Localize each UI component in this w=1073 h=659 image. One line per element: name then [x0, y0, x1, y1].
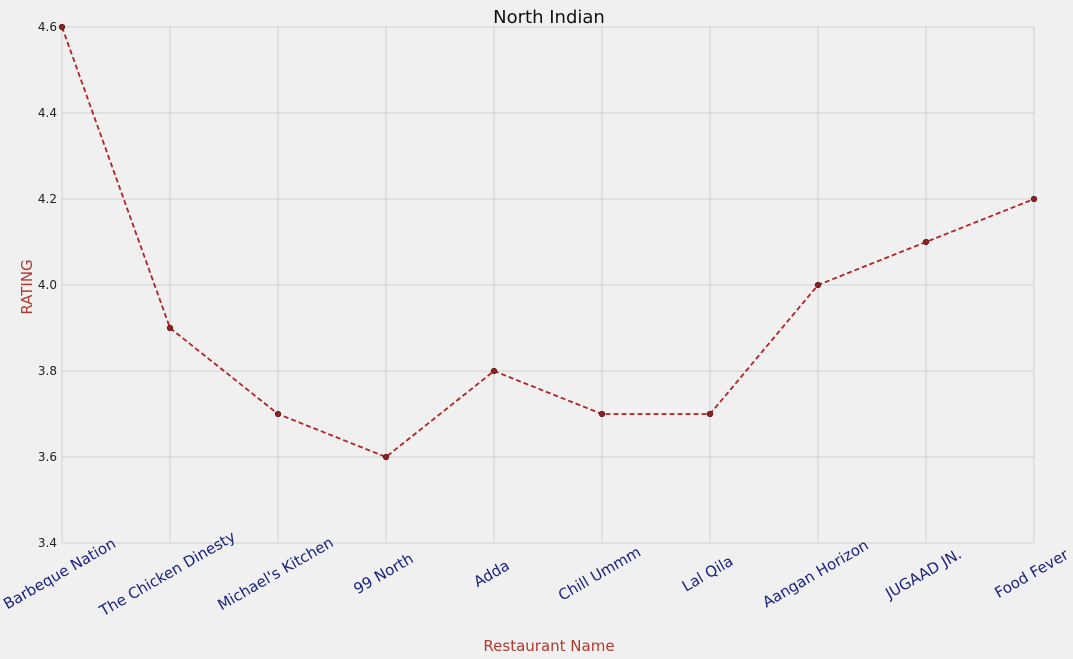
series-line: [61, 26, 1035, 459]
y-axis-label: RATING: [18, 259, 36, 314]
x-tick-label: Lal Qila: [679, 552, 736, 596]
x-tick-label: JUGAAD JN.: [881, 545, 964, 603]
grid-layer: [61, 26, 1035, 544]
x-tick-label: 99 North: [351, 549, 417, 597]
y-tick-label: 3.6: [38, 450, 57, 464]
data-point: [598, 410, 606, 418]
data-point: [490, 367, 498, 375]
data-point: [166, 324, 174, 332]
y-tick-label: 4.6: [38, 20, 57, 34]
data-point: [274, 410, 282, 418]
x-tick-label: Chill Ummm: [555, 543, 644, 605]
series-line-layer: [61, 26, 1035, 459]
y-tick-label: 4.2: [38, 192, 57, 206]
x-tick-label: The Chicken Dinesty: [96, 527, 239, 620]
y-tick-label: 4.4: [38, 106, 57, 120]
data-point: [382, 453, 390, 461]
data-point: [1030, 195, 1038, 203]
y-tick-label: 3.4: [38, 536, 57, 550]
x-tick-label: Adda: [470, 556, 512, 591]
data-point: [58, 23, 66, 31]
chart-title: North Indian: [493, 7, 605, 28]
data-point: [922, 238, 930, 246]
y-tick-label: 3.8: [38, 364, 57, 378]
x-tick-label: Aangan Horizon: [759, 536, 871, 611]
data-point: [814, 281, 822, 289]
y-tick-labels: 3.4 3.6 3.8 4.0 4.2 4.4 4.6: [38, 20, 57, 550]
x-tick-label: Food Fever: [991, 545, 1072, 602]
x-axis-label: Restaurant Name: [483, 637, 614, 655]
data-point: [706, 410, 714, 418]
y-tick-label: 4.0: [38, 278, 57, 292]
data-points: [58, 23, 1038, 461]
